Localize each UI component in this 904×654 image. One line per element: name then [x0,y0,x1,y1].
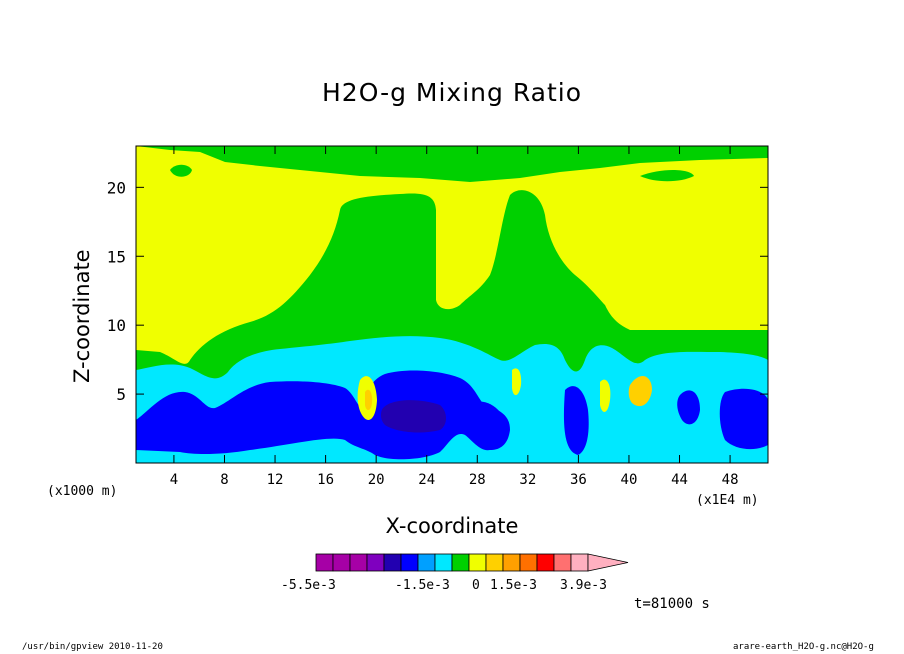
x-tick-label: 24 [418,472,435,488]
contour-blue-mid [465,401,502,442]
colorbar-segment [366,553,385,572]
x-tick-label: 12 [267,472,284,488]
chart-title: H2O-g Mixing Ratio [321,78,583,107]
footer-source-info: arare-earth_H2O-g.nc@H2O-g [733,642,874,652]
x-tick-label: 20 [368,472,385,488]
contour-orange-blob2 [628,375,652,407]
y-axis-ticks: 5 10 15 20 [107,178,768,404]
colorbar-segment [536,553,555,572]
contour-blue-right3 [719,388,768,450]
colorbar-extend-arrow [587,553,629,572]
colorbar-label: 0 [472,578,480,593]
x-tick-label: 32 [519,472,536,488]
colorbar-segment [502,553,521,572]
x-tick-label: 8 [220,472,228,488]
x-tick-label: 16 [317,472,334,488]
colorbar-label: -1.5e-3 [395,578,450,593]
time-label: t=81000 s [634,596,710,612]
contour-yellow-blob2 [512,368,522,396]
colorbar-segment [519,553,538,572]
x-tick-label: 44 [671,472,688,488]
x-axis-label: X-coordinate [385,514,519,538]
colorbar-segment [553,553,572,572]
y-axis-label: Z-coordinate [70,249,94,383]
contour-orange-blob1 [365,389,373,411]
y-tick-label: 5 [116,385,126,404]
x-tick-label: 28 [469,472,486,488]
colorbar-segment [468,553,487,572]
contour-darkblue-core [380,400,446,433]
footer-program-info: /usr/bin/gpview 2010-11-20 [22,642,163,652]
colorbar-label: 1.5e-3 [490,578,537,593]
colorbar-label: -5.5e-3 [281,578,336,593]
contour-blue-right1 [563,386,589,455]
colorbar-segment [315,553,334,572]
x-tick-label: 36 [570,472,587,488]
x-unit-label-left: (x1000 m) [47,484,118,499]
contour-field [136,146,768,463]
contour-green-upper [136,146,768,182]
contour-blue [136,370,510,460]
colorbar-segment [332,553,351,572]
colorbar-segment [570,553,589,572]
contour-yellow-blob3 [600,379,611,412]
plot-frame [135,145,769,464]
colorbar-segment [417,553,436,572]
colorbar [315,553,629,572]
x-axis-ticks: 4 8 12 16 20 24 28 32 36 40 44 48 [170,146,739,488]
colorbar-segment [383,553,402,572]
colorbar-segment [400,553,419,572]
y-tick-label: 10 [107,316,126,335]
colorbar-segment [349,553,368,572]
y-tick-label: 15 [107,247,126,266]
colorbar-label: 3.9e-3 [560,578,607,593]
contour-green-small-blob [640,170,694,182]
colorbar-segment [434,553,453,572]
colorbar-segment [451,553,470,572]
x-tick-label: 48 [722,472,739,488]
x-unit-label-right: (x1E4 m) [696,493,759,508]
contour-cyan-spot [280,453,310,463]
colorbar-segment [485,553,504,572]
y-tick-label: 20 [107,178,126,197]
contour-green-left-blob [170,164,192,177]
contour-blue-right2 [677,390,700,425]
x-tick-label: 40 [621,472,638,488]
x-tick-label: 4 [170,472,178,488]
